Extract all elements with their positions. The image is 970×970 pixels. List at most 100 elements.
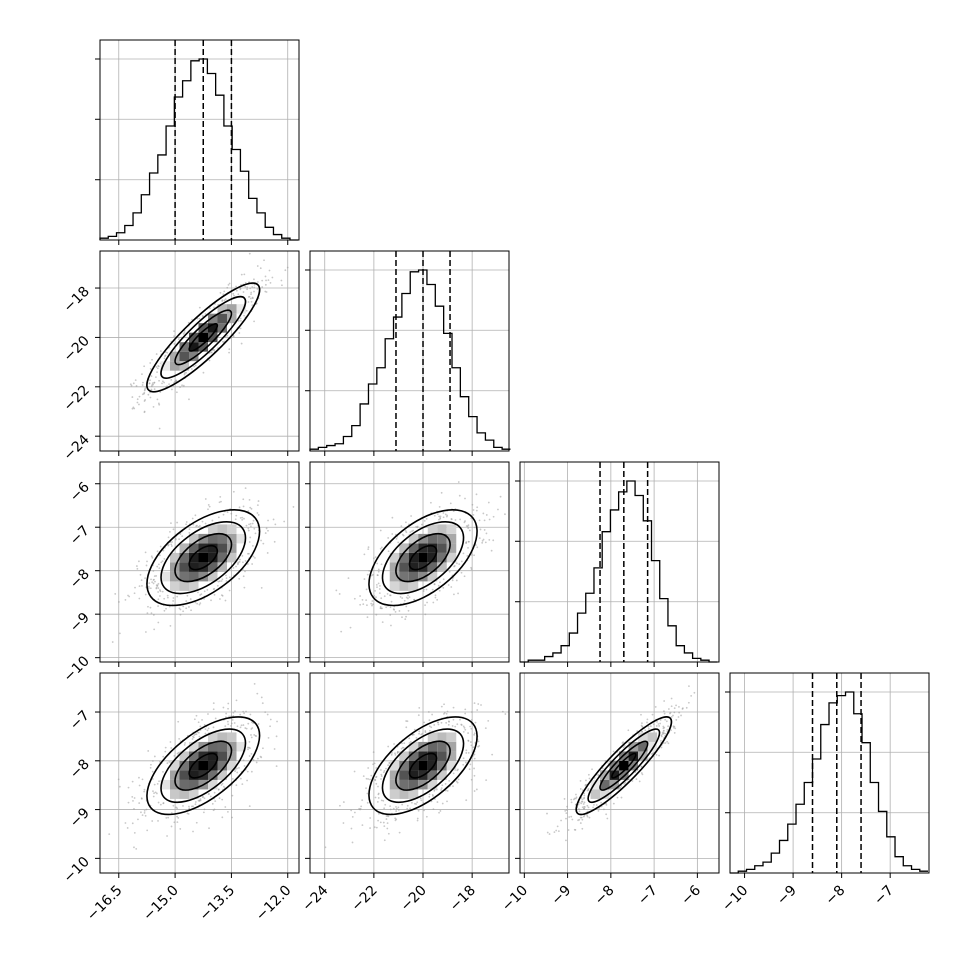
scatter-point [273, 540, 276, 543]
scatter-point [222, 293, 225, 296]
scatter-point [376, 801, 379, 803]
contour-line [188, 323, 219, 352]
density-cell [217, 304, 228, 314]
scatter-point [654, 706, 657, 708]
scatter-point [583, 794, 586, 797]
scatter-point [612, 802, 615, 805]
scatter-point [662, 727, 665, 730]
scatter-point [362, 775, 365, 778]
scatter-point [432, 808, 435, 811]
scatter-point [367, 767, 370, 769]
scatter-point [383, 769, 386, 772]
scatter-point [151, 382, 154, 385]
panel-frame [729, 672, 930, 874]
y-tick-label: −9 [67, 610, 93, 636]
density-cell [208, 732, 218, 742]
density-cell [160, 571, 171, 582]
scatter-point [394, 610, 397, 613]
scatter-point [249, 506, 252, 509]
density-cell [217, 543, 228, 553]
scatter-panel-1-2 [305, 461, 510, 667]
scatter-point [255, 761, 258, 764]
scatter-point [370, 574, 373, 577]
scatter-point [616, 796, 619, 799]
scatter-point [141, 373, 143, 375]
scatter-point [451, 579, 454, 582]
scatter-point [194, 803, 197, 806]
scatter-point [143, 389, 146, 392]
scatter-point [235, 784, 238, 787]
scatter-point [467, 751, 470, 754]
density-cell [638, 751, 648, 761]
scatter-point [157, 582, 160, 585]
scatter-point [249, 297, 252, 300]
contour-line [188, 544, 219, 571]
scatter-point [190, 609, 192, 612]
scatter-point [168, 761, 171, 763]
scatter-point [367, 546, 370, 549]
density-cell [446, 741, 457, 752]
scatter-point [240, 724, 243, 727]
scatter-point [365, 599, 368, 602]
scatter-point [452, 718, 455, 721]
panel-frame [99, 461, 300, 663]
scatter-point [433, 789, 436, 792]
scatter-point [655, 725, 658, 727]
scatter-point [248, 740, 251, 743]
scatter-point [167, 543, 170, 546]
scatter-point [185, 523, 188, 526]
scatter-point [497, 508, 499, 511]
scatter-point [359, 807, 362, 810]
scatter-point [658, 754, 660, 757]
scatter-point [173, 335, 176, 338]
density-cell [437, 751, 447, 761]
scatter-point [546, 831, 549, 834]
scatter-point [241, 783, 244, 786]
scatter-point [479, 528, 482, 531]
scatter-point [407, 594, 409, 597]
scatter-point [457, 778, 460, 781]
scatter-point [145, 808, 148, 811]
x-tick-label: −9 [549, 883, 575, 909]
scatter-point [627, 729, 630, 732]
scatter-point [606, 817, 609, 820]
scatter-point [242, 759, 245, 762]
density-cell [170, 552, 180, 563]
scatter-point [201, 520, 204, 523]
scatter-point [248, 755, 251, 757]
scatter-point [266, 552, 269, 554]
contour-line [587, 728, 661, 804]
panel-frame [99, 250, 300, 452]
scatter-point [454, 519, 457, 521]
scatter-point [143, 809, 146, 812]
scatter-point [473, 753, 476, 756]
scatter-point [253, 286, 256, 289]
scatter-point [149, 396, 152, 399]
scatter-point [257, 723, 260, 725]
scatter-point [385, 818, 388, 820]
density-cell [399, 779, 409, 790]
scatter-point [209, 795, 212, 798]
scatter-point [583, 792, 586, 795]
scatter-point [382, 799, 385, 802]
scatter-panel-1-3 [305, 672, 510, 878]
density-cell [427, 571, 438, 582]
scatter-point [413, 598, 415, 601]
scatter-point [138, 560, 140, 563]
scatter-point [677, 716, 680, 718]
scatter-point [247, 529, 250, 532]
y-tick-label: −18 [61, 284, 93, 316]
scatter-point [377, 792, 380, 795]
scatter-point [673, 711, 676, 714]
scatter-point [407, 609, 410, 612]
scatter-point [474, 526, 476, 529]
scatter-point [463, 727, 466, 729]
density-cell [418, 571, 428, 582]
scatter-point [221, 594, 224, 597]
scatter-point [152, 614, 155, 616]
scatter-point [470, 719, 473, 721]
scatter-point [387, 832, 390, 835]
scatter-point [89, 427, 91, 429]
scatter-point [237, 561, 240, 564]
scatter-point [284, 269, 287, 272]
